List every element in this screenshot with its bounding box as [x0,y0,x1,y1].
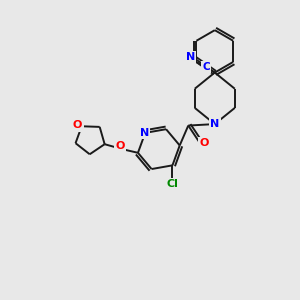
Text: O: O [73,120,82,130]
Text: N: N [210,119,219,129]
Text: N: N [140,128,149,138]
Text: C: C [202,62,210,72]
Text: Cl: Cl [167,179,178,190]
Text: N: N [185,52,195,62]
Text: O: O [200,138,209,148]
Text: O: O [116,141,125,151]
